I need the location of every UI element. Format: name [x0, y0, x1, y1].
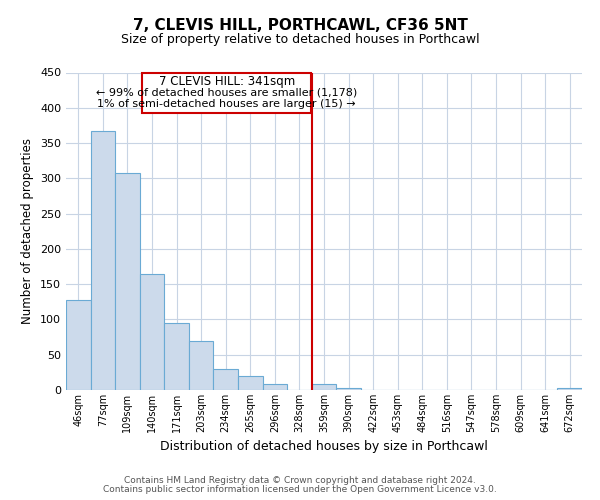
Bar: [115, 174, 140, 390]
Bar: [238, 376, 263, 390]
Bar: [66, 300, 91, 390]
Y-axis label: Number of detached properties: Number of detached properties: [22, 138, 34, 324]
Bar: [91, 131, 115, 390]
Bar: [189, 340, 214, 390]
Bar: [312, 384, 336, 390]
Bar: [214, 369, 238, 390]
X-axis label: Distribution of detached houses by size in Porthcawl: Distribution of detached houses by size …: [160, 440, 488, 454]
Text: 7 CLEVIS HILL: 341sqm: 7 CLEVIS HILL: 341sqm: [158, 75, 295, 88]
Bar: [263, 384, 287, 390]
Text: Contains public sector information licensed under the Open Government Licence v3: Contains public sector information licen…: [103, 485, 497, 494]
Text: Size of property relative to detached houses in Porthcawl: Size of property relative to detached ho…: [121, 32, 479, 46]
FancyBboxPatch shape: [142, 72, 311, 114]
Bar: [336, 388, 361, 390]
Text: 7, CLEVIS HILL, PORTHCAWL, CF36 5NT: 7, CLEVIS HILL, PORTHCAWL, CF36 5NT: [133, 18, 467, 32]
Text: ← 99% of detached houses are smaller (1,178): ← 99% of detached houses are smaller (1,…: [96, 88, 358, 98]
Bar: [164, 323, 189, 390]
Bar: [557, 388, 582, 390]
Text: Contains HM Land Registry data © Crown copyright and database right 2024.: Contains HM Land Registry data © Crown c…: [124, 476, 476, 485]
Text: 1% of semi-detached houses are larger (15) →: 1% of semi-detached houses are larger (1…: [97, 100, 356, 110]
Bar: [140, 274, 164, 390]
